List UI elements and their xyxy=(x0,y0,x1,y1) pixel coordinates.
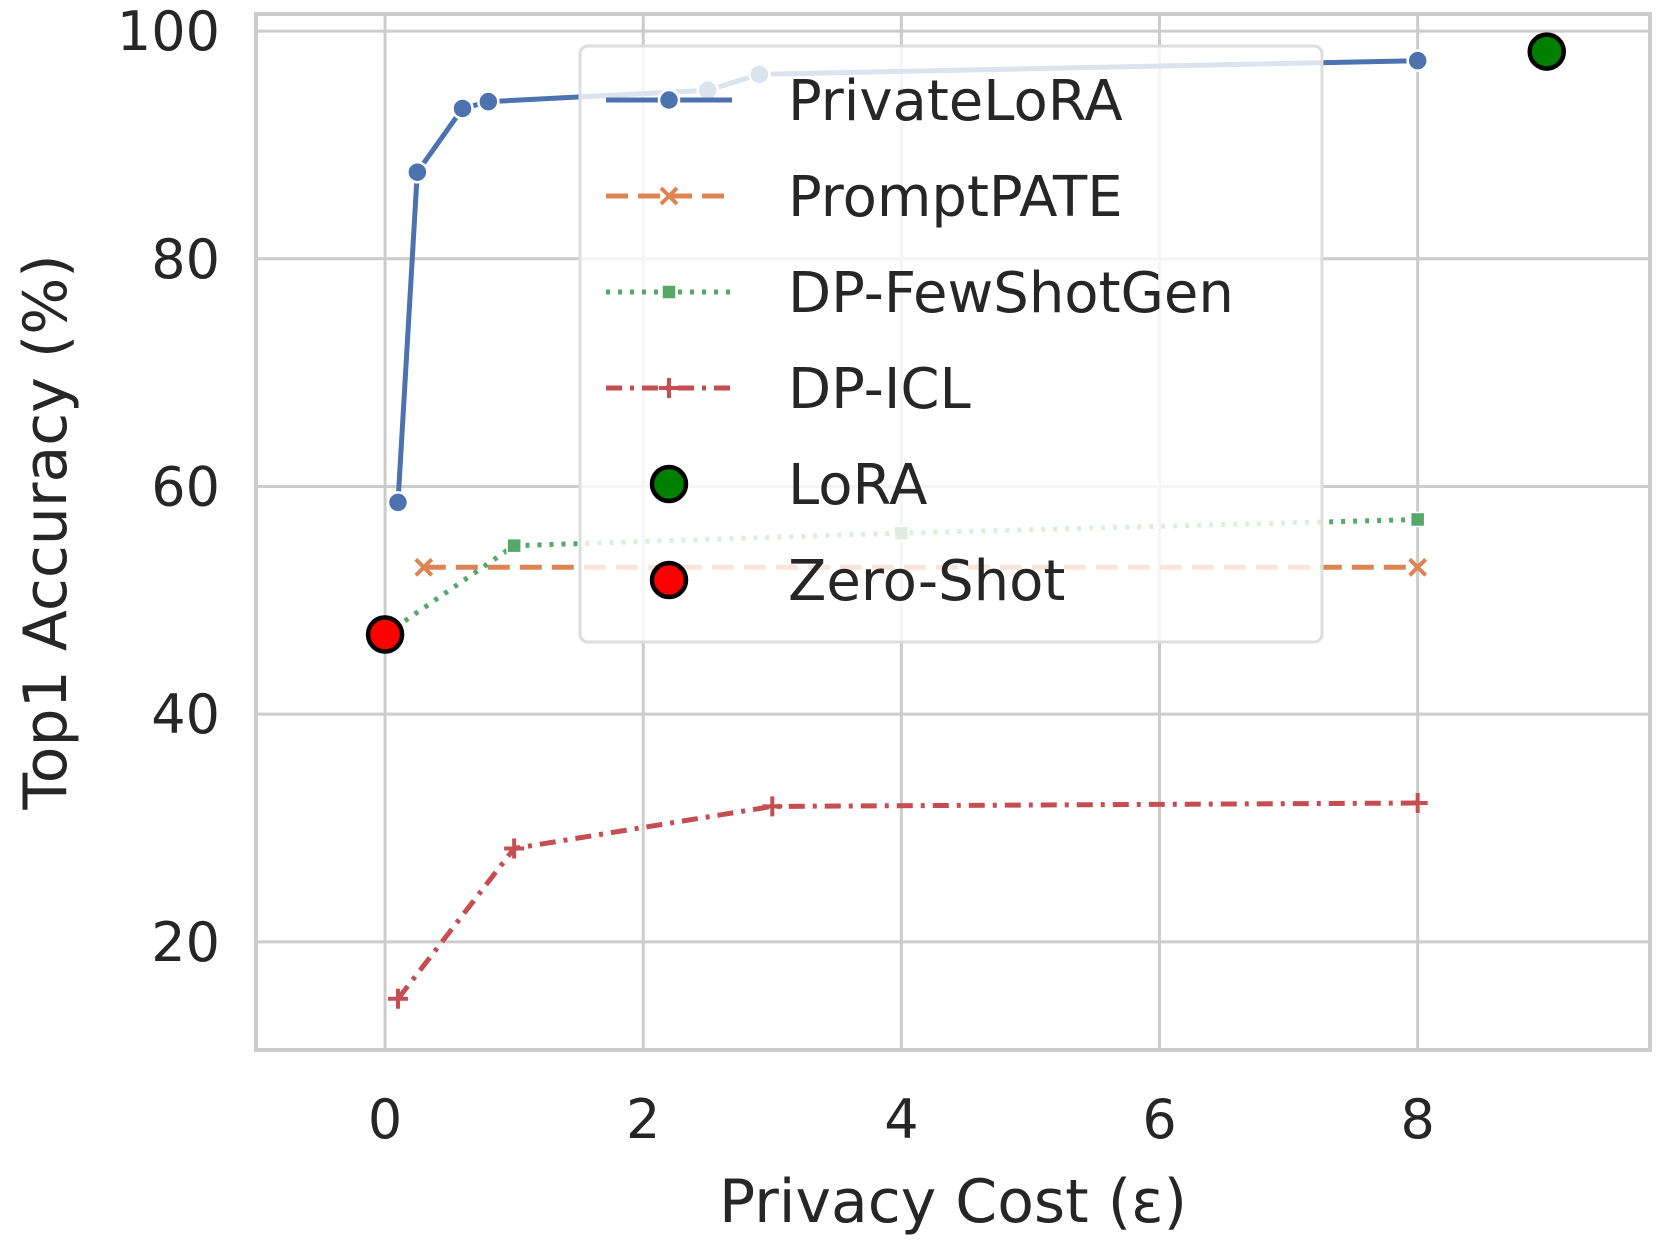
series-lora xyxy=(1527,32,1566,71)
data-point xyxy=(414,557,434,577)
y-tick-label: 100 xyxy=(117,0,220,63)
x-tick-label: 2 xyxy=(626,1088,660,1151)
legend-entry: Zero-Shot xyxy=(649,549,1065,614)
legend-label: PromptPATE xyxy=(788,165,1123,230)
y-tick-label: 60 xyxy=(151,455,220,518)
series-zero-shot xyxy=(365,615,405,654)
data-point xyxy=(1406,49,1429,72)
x-tick-label: 8 xyxy=(1400,1088,1434,1151)
legend-entry: DP-FewShotGen xyxy=(606,261,1234,326)
x-tick-label: 6 xyxy=(1142,1088,1176,1151)
data-point xyxy=(1527,32,1566,71)
data-point xyxy=(1408,557,1428,577)
legend-entry: DP-ICL xyxy=(606,357,971,422)
legend-entry: LoRA xyxy=(649,453,927,518)
data-point xyxy=(504,838,525,859)
data-point xyxy=(659,186,679,206)
legend-box xyxy=(578,44,1324,644)
x-tick-label: 4 xyxy=(884,1088,918,1151)
data-point xyxy=(1407,792,1428,813)
data-point xyxy=(387,988,408,1009)
legend-entry: PrivateLoRA xyxy=(606,69,1123,134)
data-point xyxy=(649,560,689,600)
legend-label: Zero-Shot xyxy=(788,549,1065,614)
series-dp-icl xyxy=(387,792,1428,1009)
data-point xyxy=(762,796,783,817)
legend-label: PrivateLoRA xyxy=(788,69,1123,134)
tick-labels: 0 2 4 6 8 20 40 60 80 100 xyxy=(117,0,1435,1151)
data-point xyxy=(649,464,689,504)
data-point xyxy=(477,90,500,113)
data-point xyxy=(386,491,410,514)
data-point xyxy=(451,97,474,120)
x-axis-label: Privacy Cost (ε) xyxy=(719,1167,1187,1237)
data-point xyxy=(506,537,522,554)
legend-label: LoRA xyxy=(788,453,927,518)
data-point xyxy=(406,160,429,184)
legend-label: DP-FewShotGen xyxy=(788,261,1234,326)
y-tick-label: 40 xyxy=(151,683,220,746)
legend-entry: PromptPATE xyxy=(606,165,1123,230)
x-tick-label: 0 xyxy=(368,1088,402,1151)
data-point xyxy=(659,378,679,398)
legend-label: DP-ICL xyxy=(788,357,971,422)
legend-items: PrivateLoRA PromptPATE DP-FewShotGen DP-ICL… xyxy=(606,69,1234,614)
data-point xyxy=(661,284,677,300)
data-point xyxy=(365,615,405,654)
legend: PrivateLoRA PromptPATE DP-FewShotGen DP-ICL… xyxy=(578,44,1324,644)
y-tick-label: 80 xyxy=(151,228,220,291)
y-axis-label: Top1 Accuracy (%) xyxy=(11,254,81,810)
y-tick-label: 20 xyxy=(151,911,220,974)
data-point xyxy=(1409,511,1426,528)
data-point xyxy=(657,88,681,112)
